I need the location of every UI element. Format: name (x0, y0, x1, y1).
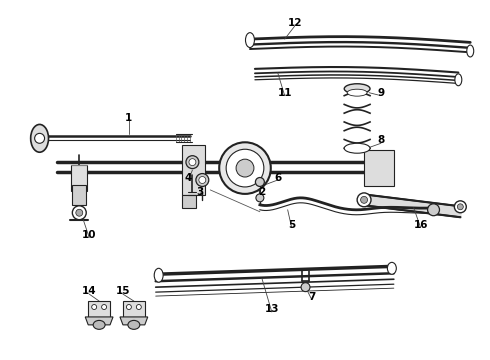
Polygon shape (88, 301, 110, 317)
FancyBboxPatch shape (73, 185, 86, 205)
Ellipse shape (344, 143, 370, 153)
Ellipse shape (344, 84, 370, 94)
Ellipse shape (467, 45, 474, 57)
Text: 13: 13 (265, 304, 279, 314)
Text: 15: 15 (116, 286, 130, 296)
Text: 5: 5 (288, 220, 295, 230)
Ellipse shape (76, 209, 83, 216)
Ellipse shape (388, 262, 396, 274)
Text: 12: 12 (287, 18, 302, 28)
Ellipse shape (428, 204, 440, 216)
Ellipse shape (128, 320, 140, 329)
Ellipse shape (454, 201, 466, 213)
Ellipse shape (361, 196, 368, 203)
Polygon shape (120, 317, 148, 325)
Ellipse shape (101, 305, 107, 310)
Polygon shape (182, 195, 196, 208)
Text: 7: 7 (308, 292, 315, 302)
Ellipse shape (255, 177, 264, 186)
Ellipse shape (154, 268, 163, 282)
FancyBboxPatch shape (72, 165, 87, 191)
Text: 11: 11 (277, 88, 292, 98)
Ellipse shape (186, 156, 199, 168)
Text: 14: 14 (82, 286, 97, 296)
Ellipse shape (347, 89, 367, 96)
Ellipse shape (31, 125, 49, 152)
Ellipse shape (126, 305, 131, 310)
Polygon shape (85, 317, 113, 325)
Text: 16: 16 (414, 220, 428, 230)
Text: 10: 10 (82, 230, 97, 239)
Text: 4: 4 (185, 173, 192, 183)
Ellipse shape (245, 33, 254, 48)
Ellipse shape (357, 193, 371, 207)
Text: 3: 3 (196, 187, 204, 197)
Text: 8: 8 (377, 135, 385, 145)
Ellipse shape (301, 283, 310, 292)
Ellipse shape (457, 204, 464, 210)
Polygon shape (364, 150, 394, 186)
Ellipse shape (92, 305, 97, 310)
Text: 6: 6 (274, 173, 281, 183)
Polygon shape (123, 301, 145, 317)
Ellipse shape (35, 133, 45, 143)
Ellipse shape (136, 305, 141, 310)
Ellipse shape (455, 74, 462, 86)
Text: 1: 1 (125, 113, 132, 123)
Ellipse shape (196, 174, 209, 186)
Text: 9: 9 (377, 88, 385, 98)
Ellipse shape (93, 320, 105, 329)
Ellipse shape (226, 149, 264, 187)
Polygon shape (182, 145, 205, 195)
Ellipse shape (199, 176, 206, 184)
Text: 2: 2 (258, 187, 266, 197)
Ellipse shape (73, 206, 86, 220)
Ellipse shape (256, 194, 264, 202)
Ellipse shape (236, 159, 254, 177)
Ellipse shape (189, 159, 196, 166)
Ellipse shape (219, 142, 271, 194)
